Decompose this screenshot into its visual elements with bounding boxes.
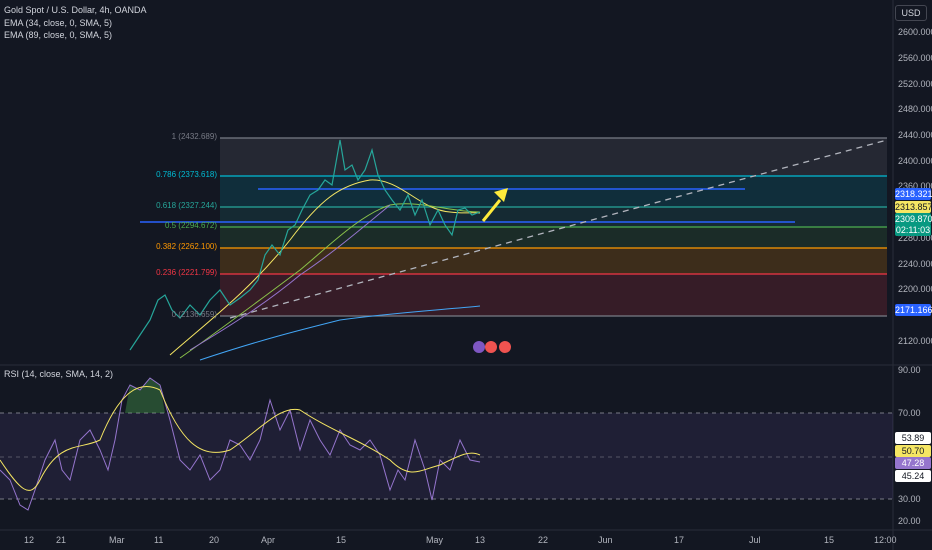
time-tick-label: Jun: [598, 535, 613, 545]
symbol-title[interactable]: Gold Spot / U.S. Dollar, 4h, OANDA: [4, 5, 147, 15]
rsi-title[interactable]: RSI (14, close, SMA, 14, 2): [4, 369, 114, 379]
ema-34: [169, 179, 481, 356]
price-candles: [129, 139, 481, 351]
currency-button[interactable]: USD: [895, 5, 927, 21]
time-tick-label: May: [426, 535, 444, 545]
indicator-label[interactable]: EMA (89, close, 0, SMA, 5): [4, 30, 113, 40]
time-tick-label: 15: [824, 535, 835, 545]
price-badge: 2318.321: [895, 188, 932, 200]
fib-band: [220, 138, 887, 176]
time-tick-label: 21: [56, 535, 67, 545]
rsi-line: [0, 377, 481, 511]
price-tick-label: 2240.000: [898, 259, 932, 269]
rsi-tick-label: 20.00: [898, 516, 921, 526]
price-tick-label: 2280.000: [898, 233, 932, 243]
rsi-band: [0, 413, 893, 499]
time-tick-label: 15: [336, 535, 347, 545]
ema-89: [179, 203, 481, 359]
rsi-badge: 50.70: [895, 445, 931, 457]
time-tick-label: 17: [674, 535, 685, 545]
time-tick-label: 11: [154, 535, 164, 545]
ema-mid: [189, 204, 391, 351]
fib-band: [220, 227, 887, 248]
price-tick-label: 2600.000: [898, 27, 932, 37]
price-tick-label: 2200.000: [898, 284, 932, 294]
time-tick-label: 12: [24, 535, 35, 545]
price-tick-label: 2360.000: [898, 181, 932, 191]
event-icon[interactable]: [473, 341, 485, 353]
fib-band: [220, 207, 887, 227]
rsi-tick-label: 90.00: [898, 365, 921, 375]
time-tick-label: 12:00: [874, 535, 897, 545]
time-tick-label: 20: [209, 535, 220, 545]
time-tick-label: Jul: [749, 535, 761, 545]
fib-label: 0.382 (2262.100): [156, 242, 217, 251]
fib-label: 0.618 (2327.244): [156, 201, 217, 210]
event-icon[interactable]: [485, 341, 497, 353]
rsi-ma: [0, 386, 481, 491]
rsi-badge: 47.28: [895, 457, 931, 469]
fib-label: 0.236 (2221.799): [156, 268, 217, 277]
rsi-badge: 53.89: [895, 432, 931, 444]
price-tick-label: 2400.000: [898, 156, 932, 166]
price-tick-label: 2120.000: [898, 336, 932, 346]
time-tick-label: 22: [538, 535, 549, 545]
rsi-tick-label: 30.00: [898, 494, 921, 504]
price-tick-label: 2480.000: [898, 104, 932, 114]
price-badge: 2313.857: [895, 201, 932, 213]
price-badge: 2171.166: [895, 304, 932, 316]
arrow-head: [494, 188, 508, 202]
arrow: [481, 199, 502, 222]
fib-band: [220, 274, 887, 316]
rsi-tick-label: 70.00: [898, 408, 921, 418]
price-tick-label: 2560.000: [898, 53, 932, 63]
trend-line: [229, 139, 888, 319]
fib-label: 0.5 (2294.672): [164, 221, 217, 230]
fib-band: [220, 176, 887, 207]
fib-label: 1 (2432.689): [171, 132, 217, 141]
time-tick-label: 13: [475, 535, 486, 545]
price-tick-label: 2520.000: [898, 79, 932, 89]
fib-label: 0.786 (2373.618): [156, 170, 217, 179]
price-badge: 2309.870: [895, 213, 932, 225]
time-tick-label: Apr: [261, 535, 276, 545]
fib-lines: [220, 137, 887, 317]
price-tick-label: 2440.000: [898, 130, 932, 140]
rsi-overbought-fill: [125, 378, 165, 413]
indicator-label[interactable]: EMA (34, close, 0, SMA, 5): [4, 18, 113, 28]
time-tick-label: Mar: [109, 535, 125, 545]
ema-long: [199, 305, 481, 361]
fib-label: 0 (2136.659): [171, 310, 217, 319]
rsi-badge: 45.24: [895, 470, 931, 482]
price-badge: 02:11:03: [895, 224, 931, 236]
event-icon[interactable]: [499, 341, 511, 353]
